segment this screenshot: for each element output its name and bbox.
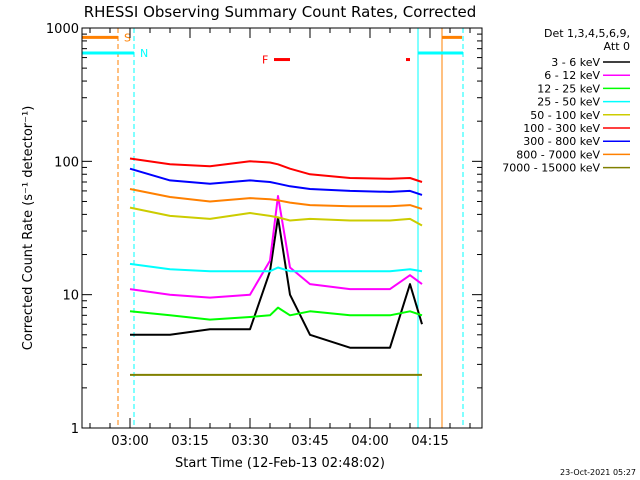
y-tick-label: 100 [54,155,79,170]
legend-entry-label: 25 - 50 keV [537,96,600,109]
series-line-12-25-kev [129,306,423,321]
legend-header-line-2: Att 0 [604,40,630,53]
x-tick-label: 03:45 [291,434,328,449]
series-line-300-800-kev [129,167,423,196]
legend-entry-label: 7000 - 15000 keV [502,162,600,175]
series-line-25-50-kev [129,262,423,273]
legend-entry-label: 100 - 300 keV [523,122,600,135]
legend-entry-label: 12 - 25 keV [537,82,600,95]
y-tick-label: 10 [62,289,79,304]
legend-entry-label: 800 - 7000 keV [516,148,600,161]
legend-entry-label: 3 - 6 keV [551,56,600,69]
spacecraft-markers: SN F [82,28,464,428]
series-line-3-6-kev [130,216,423,349]
x-tick-label: 03:15 [171,434,208,449]
y-axis-label: Corrected Count Rate (s⁻¹ detector⁻¹) [21,106,36,351]
series-line-6-12-kev [129,195,423,299]
x-tick-label: 04:00 [351,434,388,449]
series-line-800-7000-kev [129,188,423,210]
y-tick-label: 1000 [46,22,79,37]
x-tick-label: 03:00 [111,434,148,449]
legend-entry-label: 300 - 800 keV [523,135,600,148]
legend-entry-label: 50 - 100 keV [530,109,600,122]
legend-entry-label: 6 - 12 keV [544,69,600,82]
x-axis-label: Start Time (12-Feb-13 02:48:02) [175,456,385,471]
series-layer [129,157,423,376]
legend-header-line-1: Det 1,3,4,5,6,9, [544,27,630,40]
x-tick-label: 04:15 [411,434,448,449]
saa-marker-label: S [124,31,131,44]
plot-frame [81,27,483,429]
series-line-50-100-kev [129,206,423,227]
night-marker-label: N [140,47,148,60]
generation-timestamp: 23-Oct-2021 05:27 [560,468,636,477]
x-axis: 03:00 03:15 03:30 03:45 04:00 04:15 [89,28,471,449]
chart-title: RHESSI Observing Summary Count Rates, Co… [84,3,477,21]
x-tick-label: 03:30 [231,434,268,449]
y-tick-label: 1 [71,422,79,437]
series-line-100-300-kev [129,157,423,183]
flare-marker-label: F [262,54,268,67]
y-axis: 1 10 100 1000 [46,22,482,437]
